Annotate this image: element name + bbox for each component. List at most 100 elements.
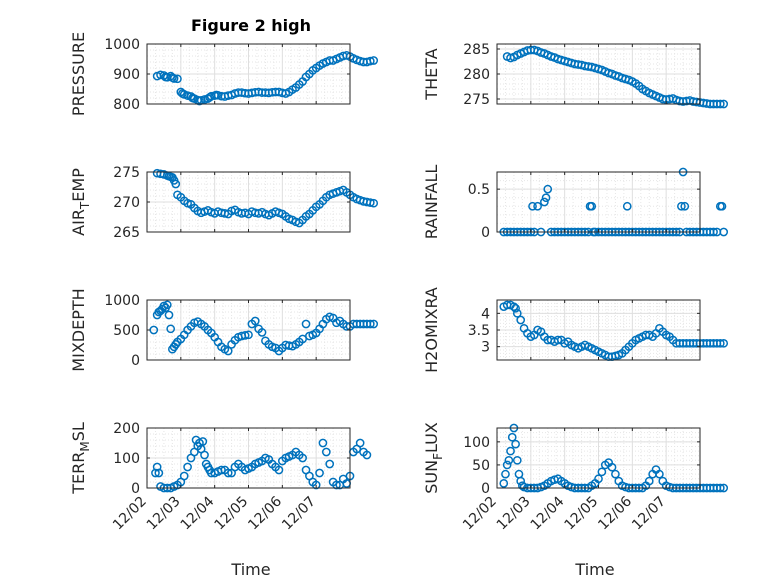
y-tick-label: 100 — [113, 451, 140, 467]
x-tick-label: 12/03 — [144, 494, 184, 534]
data-point — [149, 325, 159, 335]
subplot-air-temp: 265 270 275 AIRTEMP — [69, 165, 379, 241]
data-point — [543, 184, 553, 194]
x-tick-label: 12/04 — [178, 493, 218, 533]
figure-title: Figure 2 high — [191, 16, 311, 35]
data-point — [240, 331, 250, 340]
x-tick-label: 12/05 — [561, 494, 601, 534]
data-point — [719, 338, 729, 348]
data-point — [223, 346, 233, 356]
x-tick-label: 12/05 — [211, 494, 251, 534]
data-point — [369, 319, 379, 329]
data-point — [162, 300, 172, 310]
y-tick-label: 50 — [472, 458, 490, 474]
data-point — [298, 334, 307, 344]
data-point — [717, 201, 727, 211]
data-point — [611, 469, 620, 479]
y-tick-label: 0 — [131, 353, 140, 369]
x-tick-label: 12/03 — [494, 494, 534, 534]
data-point — [166, 324, 176, 334]
data-point — [362, 450, 372, 460]
data-point — [506, 446, 515, 456]
data-point — [511, 439, 520, 449]
data-point — [597, 467, 607, 477]
data-point — [365, 198, 375, 207]
x-tick-label: 12/02 — [110, 494, 150, 534]
subplot-pressure: 800 900 1000 PRESSURE — [69, 32, 379, 116]
data-point — [644, 476, 654, 486]
data-point — [511, 303, 520, 313]
data-point — [315, 468, 324, 478]
subplot-theta: 275 280 285 THETA — [422, 42, 729, 109]
data-point — [715, 99, 725, 109]
y-tick-label: 3.5 — [468, 323, 490, 339]
data-point — [528, 201, 537, 211]
data-point — [151, 468, 160, 478]
data-point — [553, 335, 563, 345]
y-axis-label: H2OMIXRA — [422, 287, 441, 373]
data-point — [680, 201, 690, 211]
data-point — [501, 469, 510, 479]
data-point — [321, 447, 331, 457]
data-point — [541, 193, 551, 203]
y-axis-label: TERRMSL — [69, 422, 92, 495]
data-point — [499, 479, 509, 488]
y-tick-label: 275 — [463, 92, 490, 108]
data-point — [509, 302, 519, 312]
data-point — [257, 328, 267, 337]
data-point — [594, 474, 603, 484]
data-point — [715, 338, 725, 348]
y-tick-label: 1000 — [104, 37, 140, 53]
data-point — [152, 462, 162, 472]
y-tick-label: 285 — [463, 42, 490, 58]
data-point — [325, 459, 335, 469]
y-axis-label: PRESSURE — [69, 32, 88, 116]
data-point — [311, 480, 321, 490]
y-axis-label: THETA — [422, 48, 441, 100]
data-point — [332, 480, 341, 490]
data-point — [533, 201, 542, 211]
data-point — [365, 56, 375, 66]
y-axis-label: SUNFLUX — [422, 422, 445, 494]
data-point — [365, 319, 375, 329]
y-axis-label: MIXDEPTH — [69, 288, 88, 371]
y-axis-label: AIRTEMP — [69, 168, 92, 236]
y-tick-label: 900 — [113, 67, 140, 83]
data-point — [173, 74, 182, 84]
data-point — [369, 198, 379, 208]
data-point — [719, 227, 729, 237]
y-tick-label: 270 — [113, 195, 140, 211]
y-tick-label: 275 — [113, 165, 140, 181]
data-point — [179, 471, 189, 481]
data-point — [518, 481, 527, 491]
data-point — [715, 483, 725, 493]
data-point — [355, 438, 365, 448]
data-point — [217, 465, 226, 475]
y-tick-label: 0 — [481, 481, 490, 497]
x-tick-label: 12/02 — [460, 494, 500, 534]
subplot-mixdepth: 0 500 1000 MIXDEPTH — [69, 288, 379, 372]
y-tick-label: 1000 — [104, 293, 140, 309]
data-point — [502, 460, 512, 470]
data-point — [587, 201, 597, 211]
y-tick-label: 0 — [131, 481, 140, 497]
data-point — [171, 179, 181, 189]
data-point — [200, 450, 209, 460]
data-point — [154, 468, 164, 478]
data-point — [223, 468, 233, 478]
data-point — [622, 201, 632, 211]
data-point — [516, 315, 526, 325]
x-axis-label-left: Time — [230, 560, 270, 579]
data-point — [504, 455, 514, 465]
data-point — [607, 462, 617, 472]
y-tick-label: 0.5 — [468, 182, 490, 198]
x-tick-label: 12/04 — [528, 493, 568, 533]
subplot-rainfall: 0 0.5 RAINFALL — [422, 165, 729, 241]
data-point — [512, 455, 522, 465]
y-tick-label: 0 — [481, 225, 490, 241]
data-point — [250, 316, 260, 326]
y-tick-label: 200 — [113, 421, 140, 437]
